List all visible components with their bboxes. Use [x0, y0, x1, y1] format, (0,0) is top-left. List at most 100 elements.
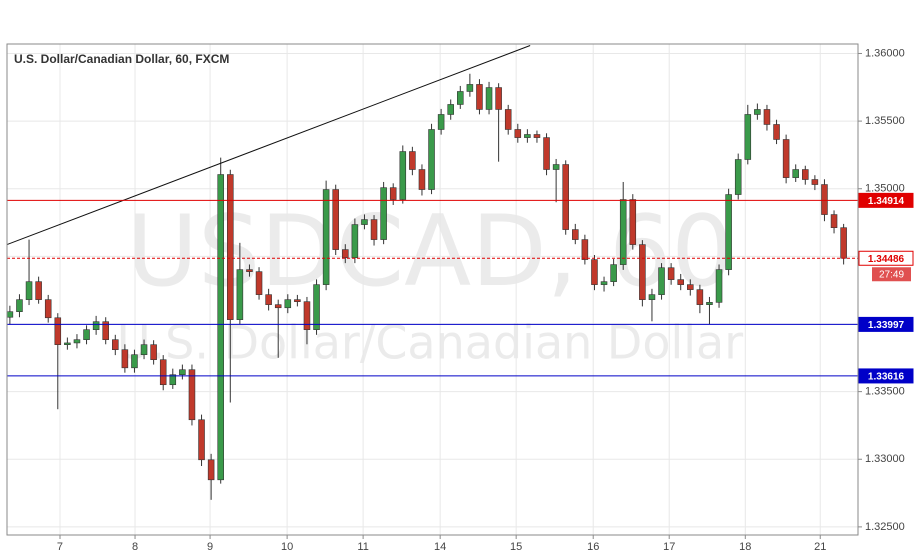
candle-body: [667, 267, 675, 280]
x-tick-label: 16: [587, 541, 599, 553]
candle-body: [284, 299, 292, 309]
y-tick-label: 1.35000: [865, 183, 905, 195]
candle-body: [524, 134, 531, 138]
candle-body: [792, 169, 799, 178]
candle-body: [552, 164, 560, 170]
level-label-box: [858, 250, 914, 266]
candle-body: [73, 339, 81, 344]
candle-body: [696, 289, 704, 305]
candle-body: [466, 84, 474, 92]
candle-body: [581, 239, 589, 260]
candle-body: [64, 342, 71, 345]
chart-title: U.S. Dollar/Canadian Dollar, 60, FXCM: [14, 52, 229, 66]
candle-body: [725, 194, 732, 270]
candle-body: [533, 134, 541, 138]
candle-body: [830, 214, 838, 228]
candle-body: [591, 259, 598, 285]
candle-body: [840, 227, 847, 259]
candle-body: [648, 294, 656, 300]
candle-body: [782, 139, 790, 178]
x-tick-label: 8: [132, 541, 138, 553]
candle-body: [476, 84, 483, 110]
candle-body: [35, 281, 42, 300]
x-tick-label: 21: [814, 541, 826, 553]
x-tick-label: 15: [510, 541, 522, 553]
candle-body: [428, 129, 435, 190]
candle-body: [83, 329, 90, 340]
candle-body: [322, 189, 330, 285]
y-tick-label: 1.33000: [865, 453, 905, 465]
y-tick-label: 1.32500: [865, 521, 905, 533]
candle-body: [112, 339, 119, 350]
candle-body: [351, 224, 359, 259]
candle-body: [399, 151, 407, 200]
candle-body: [514, 129, 522, 138]
level-label-box: [858, 316, 914, 332]
x-tick-label: 7: [57, 541, 63, 553]
trendline: [6, 45, 531, 246]
candle-body: [207, 459, 215, 481]
candle-body: [744, 114, 752, 160]
candle-body: [543, 137, 550, 170]
candle-body: [418, 169, 426, 190]
candle-body: [342, 249, 349, 259]
candle-body: [274, 304, 282, 309]
candle-body: [409, 151, 416, 170]
candle-body: [236, 269, 244, 320]
level-label: 1.33616: [868, 372, 905, 383]
candle-body: [169, 374, 177, 386]
candle-body: [265, 294, 272, 305]
candle-body: [303, 301, 311, 330]
candle-body: [380, 187, 387, 240]
candle-body: [25, 281, 33, 300]
x-tick-label: 17: [663, 541, 675, 553]
level-label: 1.34486: [868, 254, 905, 265]
candle-body: [821, 184, 828, 215]
x-tick-label: 14: [434, 541, 446, 553]
candle-body: [179, 369, 186, 376]
candle-body: [217, 174, 224, 481]
candle-body: [389, 187, 397, 200]
level-label: 1.34914: [868, 196, 905, 207]
plot: [6, 45, 858, 500]
candle-body: [159, 359, 167, 386]
candle-body: [658, 267, 665, 295]
candle-body: [677, 279, 684, 285]
candle-body: [610, 264, 617, 282]
candle-body: [773, 124, 780, 140]
candle-body: [715, 269, 723, 303]
candle-body: [763, 109, 771, 125]
candle-body: [121, 349, 129, 369]
candle-body: [227, 174, 234, 320]
candle-body: [706, 302, 713, 305]
y-tick-label: 1.36000: [865, 47, 905, 59]
candle-body: [639, 244, 646, 300]
candle-body: [332, 189, 339, 250]
candle-body: [457, 91, 464, 105]
candle-body: [600, 281, 608, 285]
candle-body: [802, 169, 809, 180]
x-tick-label: 9: [207, 541, 213, 553]
candle-body: [6, 311, 14, 318]
level-label: 1.33997: [868, 320, 905, 331]
candle-body: [16, 299, 23, 312]
candle-body: [734, 159, 742, 195]
countdown: 27:49: [879, 269, 904, 280]
candle-body: [687, 284, 694, 290]
candle-body: [619, 199, 627, 265]
candle-body: [294, 299, 301, 302]
candle-body: [44, 299, 52, 319]
candle-body: [140, 344, 148, 355]
candle-body: [572, 229, 579, 240]
candle-body: [437, 114, 445, 130]
countdown-box: [872, 267, 911, 282]
candle-body: [495, 87, 502, 110]
candle-body: [485, 87, 493, 110]
candle-body: [629, 199, 637, 245]
x-tick-label: 11: [357, 541, 368, 553]
candle-body: [361, 219, 368, 225]
candle-body: [447, 104, 454, 115]
candle-body: [562, 164, 569, 230]
